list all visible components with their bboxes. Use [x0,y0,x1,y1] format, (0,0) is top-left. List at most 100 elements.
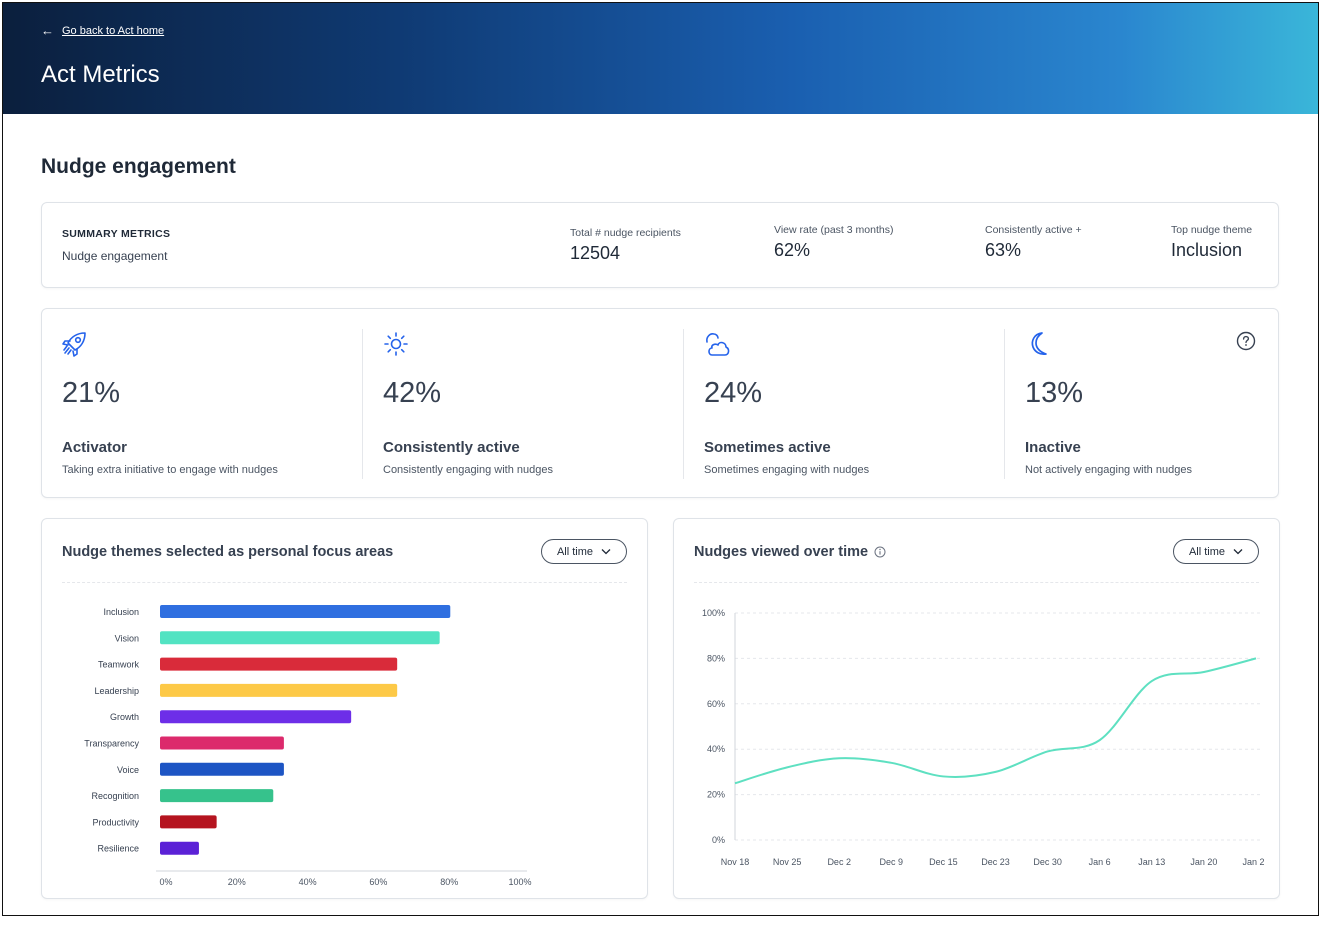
bar [160,683,398,697]
themes-chart-title: Nudge themes selected as personal focus … [62,544,393,560]
bar [160,736,284,750]
x-tick-label: 40% [299,877,317,887]
bar-label: Resilience [97,844,139,854]
bar-label: Teamwork [98,660,140,670]
themes-chart-card: Nudge themes selected as personal focus … [41,518,648,899]
bar-label: Vision [115,633,139,643]
back-link-label[interactable]: Go back to Act home [62,24,165,37]
x-tick-label: 80% [440,877,458,887]
themes-time-dropdown[interactable]: All time [541,539,627,564]
bar-label: Productivity [92,817,139,827]
segment-percent: 42% [383,377,442,409]
segment-percent: 21% [62,377,121,409]
x-tick-label: 60% [369,877,387,887]
summary-metric-recipients: Total # nudge recipients 12504 [570,227,681,264]
cloud-sun-icon [706,333,730,356]
y-tick-label: 40% [707,744,725,754]
x-tick-label: Jan 13 [1138,857,1165,867]
segment-percent: 24% [704,377,763,409]
metric-key: Total # nudge recipients [570,227,681,239]
section-title: Nudge engagement [41,155,236,178]
views-chart-card: Nudges viewed over time All time 0% 20% 40… [673,518,1280,899]
divider [694,582,1259,583]
metric-key: View rate (past 3 months) [774,224,894,236]
chart-title-text: Nudge themes selected as personal focus … [62,544,394,560]
bar-label: Inclusion [103,607,139,617]
segment-consistently-active: 42% Consistently active Consistently eng… [363,309,684,497]
back-link[interactable]: ← Go back to Act home [41,23,164,38]
views-time-dropdown[interactable]: All time [1173,539,1259,564]
y-tick-label: 60% [707,699,725,709]
summary-card: SUMMARY METRICS Nudge engagement Total #… [41,202,1279,288]
divider [1004,329,1005,479]
info-icon[interactable] [874,546,886,558]
x-tick-label: 20% [228,877,246,887]
app-frame: ← Go back to Act home Act Metrics Nudge … [2,2,1319,916]
x-tick-label: Dec 23 [981,857,1010,867]
themes-bar-chart: Inclusion Vision Teamwork Leadership Growth T… [84,605,532,887]
divider [362,329,363,479]
metric-value: 12504 [570,243,621,263]
metric-value: 62% [774,240,811,260]
bar-label: Voice [117,765,139,775]
bar [160,710,352,724]
bar [160,631,440,645]
y-tick-label: 80% [707,653,725,663]
summary-subtitle: Nudge engagement [62,249,168,263]
x-tick-label: Jan 27 [1242,857,1264,867]
y-tick-label: 0% [712,835,725,845]
metric-value: 63% [985,240,1022,260]
moon-icon [1031,332,1047,356]
rocket-icon [62,332,86,357]
segment-name: Activator [62,439,128,456]
x-tick-label: Nov 25 [773,857,802,867]
dropdown-value: All time [556,545,594,558]
divider [683,329,684,479]
x-tick-label: Jan 20 [1190,857,1217,867]
x-tick-label: 0% [159,877,172,887]
summary-metric-top-theme: Top nudge theme Inclusion [1171,224,1252,261]
segment-name: Sometimes active [704,439,831,456]
sun-icon [384,332,408,356]
bar-label: Leadership [94,686,139,696]
metric-key: Top nudge theme [1171,224,1253,236]
summary-label: SUMMARY METRICS [62,228,171,240]
series-line [734,657,1257,785]
chevron-down-icon [601,549,611,555]
views-line-chart: 0% 20% 40% 60% 80% 100% Nov 18 Nov 25 Dec 2 Dec 9… [702,608,1264,867]
metric-value: Inclusion [1171,240,1243,260]
dropdown-value: All time [1188,545,1226,558]
segment-name: Consistently active [383,439,520,456]
bar [160,657,398,671]
chevron-down-icon [1233,549,1243,555]
summary-metric-consistently-active: Consistently active + 63% [985,224,1082,261]
segment-description: Consistently engaging with nudges [383,464,554,476]
page-title: Act Metrics [41,61,160,88]
divider [62,582,627,583]
views-chart-title: Nudges viewed over time [694,544,886,560]
bar [160,841,199,855]
x-tick-label: 100% [508,877,531,887]
summary-metric-view-rate: View rate (past 3 months) 62% [774,224,893,261]
x-tick-label: Jan 6 [1089,857,1111,867]
bar-label: Transparency [84,739,139,749]
bar [160,762,284,776]
metric-key: Consistently active + [985,224,1082,236]
page-header: ← Go back to Act home Act Metrics [3,3,1318,114]
x-tick-label: Dec 15 [929,857,958,867]
bar [160,815,217,829]
segment-description: Not actively engaging with nudges [1025,464,1192,476]
segment-inactive: 13% Inactive Not actively engaging with … [1005,309,1280,497]
segment-sometimes-active: 24% Sometimes active Sometimes engaging … [684,309,1005,497]
bar [160,789,274,803]
bar [160,605,451,618]
segment-activator: 21% Activator Taking extra initiative to… [42,309,363,497]
segment-name: Inactive [1025,439,1081,456]
bar-label: Recognition [91,791,139,801]
segment-description: Sometimes engaging with nudges [704,464,870,476]
y-tick-label: 100% [702,608,725,618]
segment-percent: 13% [1025,377,1084,409]
help-circle-icon[interactable] [1236,331,1256,351]
x-tick-label: Nov 18 [721,857,750,867]
x-tick-label: Dec 9 [880,857,904,867]
